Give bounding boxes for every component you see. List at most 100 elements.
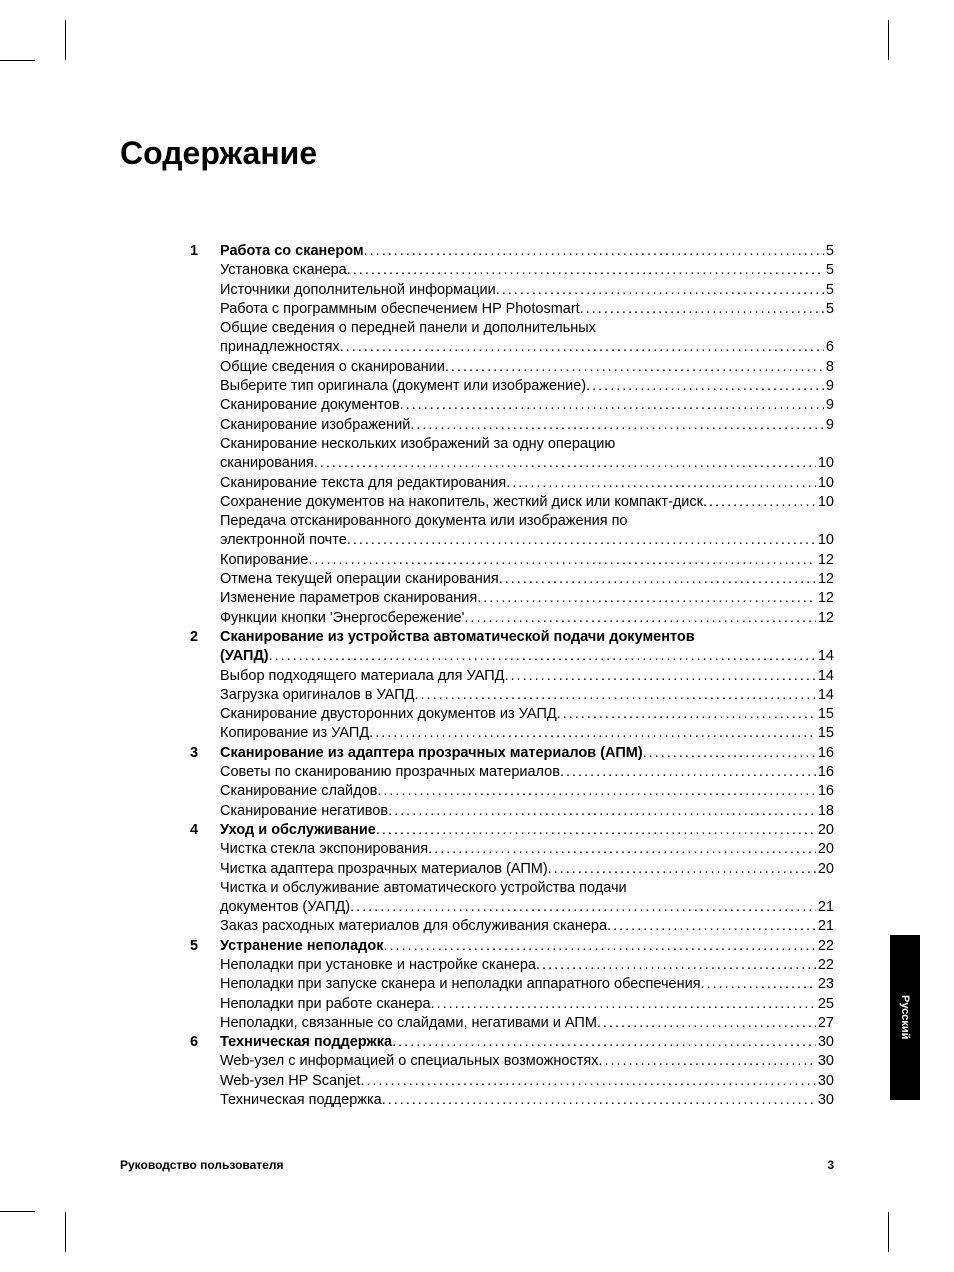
entry-page-number: 12 [816,570,834,589]
entry-title: Уход и обслуживание [220,821,376,840]
entry-page-number: 22 [816,937,834,956]
entry-page-number: 22 [816,956,834,975]
entry-title: Передача отсканированного документа или … [220,512,628,531]
entry-title: сканирования [220,454,314,473]
page-title: Содержание [120,135,834,172]
entry-page-number: 5 [824,281,834,300]
page-content: Содержание 1Работа со сканером 5Установк… [0,0,954,1272]
leader-dots [496,281,824,300]
entry-title: Чистка и обслуживание автоматического ус… [220,879,627,898]
entry-page-number: 10 [816,454,834,473]
leader-dots [383,937,815,956]
toc-entry: Сканирование изображений 9 [120,416,834,435]
toc-entry: Чистка и обслуживание автоматического ус… [120,879,834,898]
leader-dots [598,1052,815,1071]
toc-entry: Неполадки при работе сканера 25 [120,995,834,1014]
entry-title: Общие сведения о сканировании [220,358,445,377]
entry-page-number: 30 [816,1091,834,1110]
entry-page-number: 30 [816,1072,834,1091]
entry-page-number: 6 [824,338,834,357]
entry-title: Web-узел с информацией о специальных воз… [220,1052,598,1071]
leader-dots [314,454,816,473]
entry-title: Копирование [220,551,308,570]
toc-entry: Функции кнопки 'Энергосбережение' 12 [120,609,834,628]
entry-title: Устранение неполадок [220,937,383,956]
entry-title: Заказ расходных материалов для обслужива… [220,917,607,936]
toc-entry: Сохранение документов на накопитель, жес… [120,493,834,512]
chapter-number: 3 [120,744,220,763]
toc-entry: Web-узел с информацией о специальных воз… [120,1052,834,1071]
entry-page-number: 21 [816,917,834,936]
entry-title: Функции кнопки 'Энергосбережение' [220,609,464,628]
leader-dots [477,589,816,608]
toc-entry: Web-узел HP Scanjet 30 [120,1072,834,1091]
footer-page-number: 3 [827,1158,834,1172]
chapter-number: 5 [120,937,220,956]
toc-entry: сканирования 10 [120,454,834,473]
entry-title: Сканирование нескольких изображений за о… [220,435,615,454]
leader-dots [505,667,816,686]
leader-dots [445,358,824,377]
entry-page-number: 10 [816,493,834,512]
toc-entry: Копирование из УАПД 15 [120,724,834,743]
leader-dots [269,647,816,666]
entry-title: Сохранение документов на накопитель, жес… [220,493,703,512]
toc-entry: 6Техническая поддержка 30 [120,1033,834,1052]
entry-page-number: 21 [816,898,834,917]
language-tab: Русский [890,935,920,1100]
toc-entry: Чистка стекла экспонирования 20 [120,840,834,859]
entry-title: Загрузка оригиналов в УАПД [220,686,415,705]
entry-page-number: 8 [824,358,834,377]
chapter-number: 1 [120,242,220,261]
entry-title: Сканирование изображений [220,416,410,435]
entry-title: Выбор подходящего материала для УАПД [220,667,505,686]
entry-page-number: 15 [816,705,834,724]
entry-title: Источники дополнительной информации [220,281,496,300]
toc-entry: Заказ расходных материалов для обслужива… [120,917,834,936]
leader-dots [350,898,816,917]
entry-title: Сканирование негативов [220,802,388,821]
chapter-number: 4 [120,821,220,840]
entry-title: Неполадки, связанные со слайдами, негати… [220,1014,597,1033]
toc-entry: Копирование 12 [120,551,834,570]
entry-page-number: 20 [816,840,834,859]
entry-title: Советы по сканированию прозрачных матери… [220,763,560,782]
entry-page-number: 20 [816,821,834,840]
toc-entry: Отмена текущей операции сканирования 12 [120,570,834,589]
leader-dots [410,416,824,435]
leader-dots [340,338,824,357]
entry-page-number: 25 [816,995,834,1014]
entry-page-number: 10 [816,531,834,550]
footer-left-text: Руководство пользователя [120,1158,283,1172]
leader-dots [308,551,815,570]
entry-page-number: 20 [816,860,834,879]
toc-entry: (УАПД) 14 [120,647,834,666]
entry-title: Техническая поддержка [220,1091,382,1110]
entry-title: Сканирование документов [220,396,400,415]
entry-page-number: 30 [816,1033,834,1052]
entry-title: (УАПД) [220,647,269,666]
toc-entry: документов (УАПД) 21 [120,898,834,917]
leader-dots [499,570,816,589]
entry-page-number: 14 [816,686,834,705]
toc-entry: Передача отсканированного документа или … [120,512,834,531]
entry-title: Выберите тип оригинала (документ или изо… [220,377,586,396]
leader-dots [388,802,816,821]
leader-dots [586,377,824,396]
entry-page-number: 23 [816,975,834,994]
entry-title: Сканирование слайдов [220,782,377,801]
entry-title: Чистка стекла экспонирования [220,840,428,859]
leader-dots [580,300,824,319]
entry-title: Неполадки при работе сканера [220,995,431,1014]
entry-page-number: 10 [816,474,834,493]
toc-entry: Загрузка оригиналов в УАПД 14 [120,686,834,705]
toc-entry: принадлежностях 6 [120,338,834,357]
entry-title: принадлежностях [220,338,340,357]
leader-dots [382,1091,816,1110]
toc-entry: Неполадки при запуске сканера и неполадк… [120,975,834,994]
entry-page-number: 14 [816,667,834,686]
leader-dots [643,744,816,763]
entry-page-number: 9 [824,416,834,435]
entry-title: Копирование из УАПД [220,724,369,743]
page-footer: Руководство пользователя 3 [120,1158,834,1172]
